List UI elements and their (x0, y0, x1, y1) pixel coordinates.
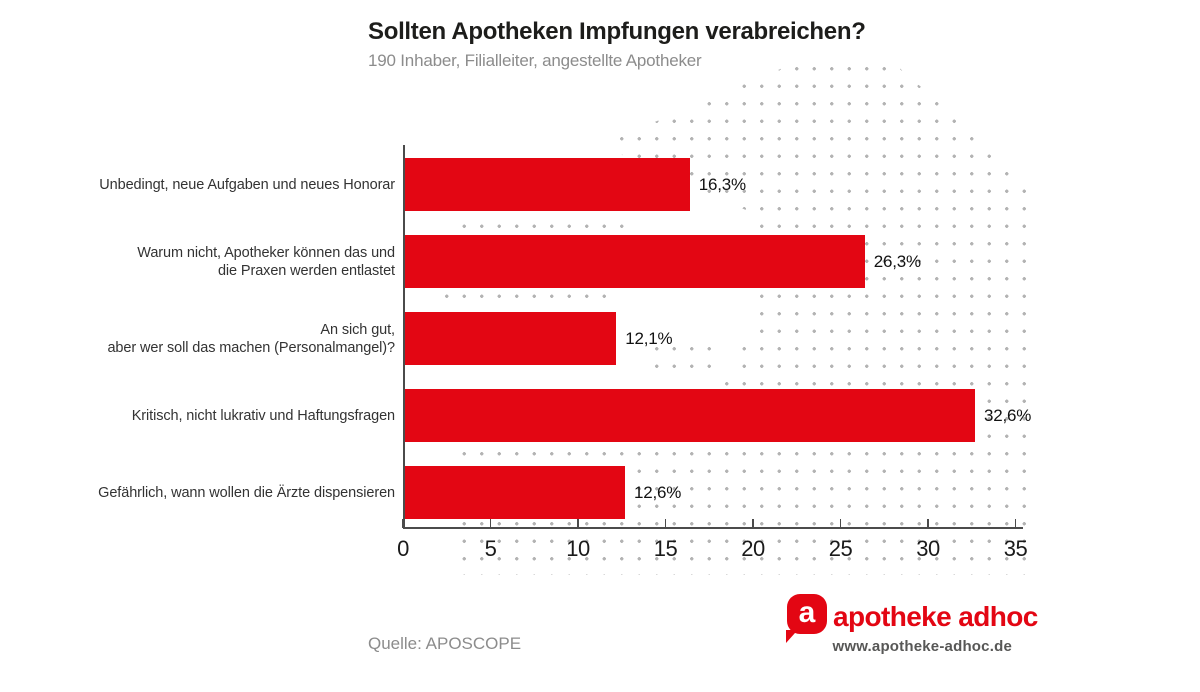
x-axis-tick-label: 10 (566, 536, 590, 561)
x-axis-tick-label: 15 (653, 536, 678, 561)
bar-value-label: 16,3% (698, 174, 746, 194)
x-axis-tick-label: 35 (1003, 536, 1028, 561)
x-axis-tick-label: 20 (741, 536, 765, 561)
bar-value-label: 32,6% (984, 405, 1032, 425)
bar (404, 158, 690, 211)
category-label: Warum nicht, Apotheker können das und die… (137, 244, 395, 279)
x-axis-tick (664, 519, 667, 528)
x-axis-tick-label: 0 (397, 536, 409, 561)
x-axis-tick-label: 25 (828, 536, 853, 561)
x-axis-line (403, 527, 1023, 529)
x-axis-tick (489, 519, 492, 528)
bar (404, 235, 865, 288)
bar (404, 312, 617, 365)
bar (404, 389, 975, 442)
dot-pattern-fringe-3 (655, 340, 711, 368)
x-axis-tick-label: 30 (916, 536, 940, 561)
x-axis-tick (402, 519, 404, 528)
category-label: An sich gut, aber wer soll das machen (Pe… (107, 321, 395, 356)
category-label: Kritisch, nicht lukrativ und Haftungsfra… (131, 407, 395, 424)
x-axis-tick (1014, 519, 1017, 528)
category-label: Unbedingt, neue Aufgaben und neues Honor… (99, 176, 395, 193)
bar-value-label: 26,3% (873, 251, 921, 271)
chart-subtitle: 190 Inhaber, Filialleiter, angestellte A… (368, 51, 702, 70)
y-axis-line (403, 145, 405, 529)
bar-value-label: 12,6% (634, 482, 682, 502)
x-axis-tick (752, 519, 754, 528)
bar (404, 466, 625, 519)
x-axis-tick-label: 5 (484, 536, 497, 561)
dot-pattern-fringe-1 (460, 208, 630, 238)
bar-value-label: 12,1% (625, 328, 673, 348)
source-note: Quelle: APOSCOPE (368, 634, 522, 653)
category-label: Gefährlich, wann wollen die Ärzte dispen… (98, 484, 395, 501)
x-axis-tick (577, 519, 579, 528)
x-axis-tick (839, 519, 842, 528)
chart-title: Sollten Apotheken Impfungen verabreichen… (368, 18, 866, 45)
x-axis-tick (927, 519, 929, 528)
chart-header: Sollten Apotheken Impfungen verabreichen… (368, 18, 866, 71)
